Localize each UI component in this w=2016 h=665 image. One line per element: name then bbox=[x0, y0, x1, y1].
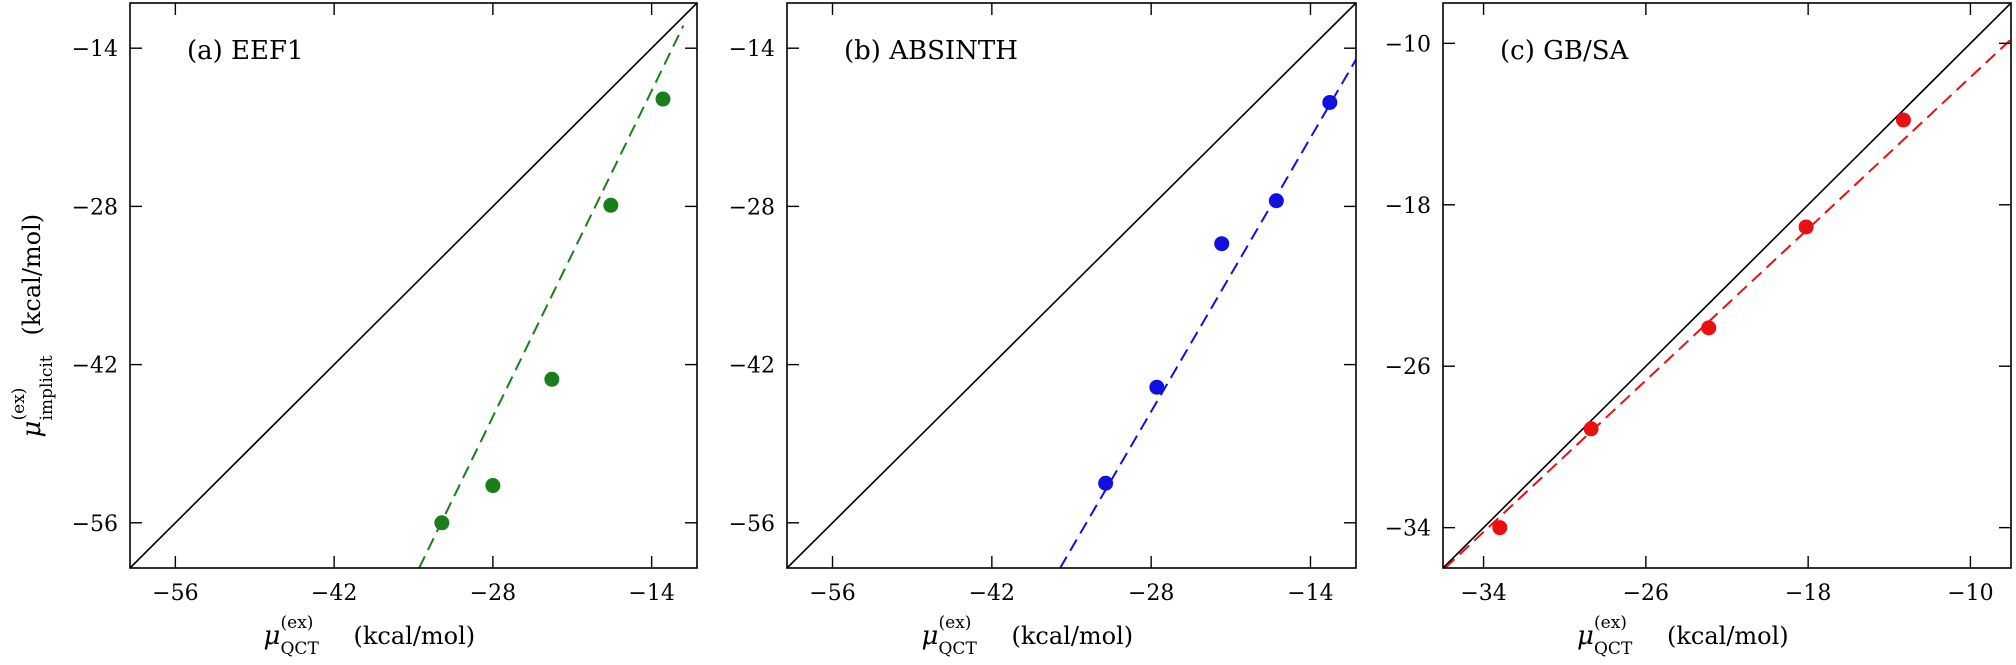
x-axis-unit: (kcal/mol) bbox=[1667, 622, 1789, 650]
identity-line bbox=[786, 2, 1357, 569]
panel-title: (a) EEF1 bbox=[187, 36, 304, 66]
plot-frame bbox=[1442, 2, 2012, 569]
x-tick-label: −34 bbox=[1460, 581, 1506, 606]
y-tick-label: −56 bbox=[729, 512, 775, 537]
data-point-3 bbox=[544, 371, 560, 387]
identity-line bbox=[1442, 2, 2012, 569]
data-point-3 bbox=[1701, 320, 1717, 336]
x-tick-label: −18 bbox=[1785, 581, 1831, 606]
x-axis-unit: (kcal/mol) bbox=[354, 622, 476, 650]
y-tick-label: −42 bbox=[729, 354, 775, 379]
data-point-4 bbox=[603, 197, 619, 213]
x-axis-superscript: (ex) bbox=[281, 613, 314, 633]
x-axis-symbol: μ bbox=[922, 621, 939, 651]
data-point-4 bbox=[1798, 219, 1814, 235]
y-tick-label: −28 bbox=[729, 195, 775, 220]
x-axis-subscript: QCT bbox=[939, 639, 978, 659]
x-tick-label: −56 bbox=[809, 581, 855, 606]
data-point-1 bbox=[1492, 520, 1508, 536]
y-tick-label: −14 bbox=[729, 37, 775, 62]
data-point-5 bbox=[1322, 94, 1338, 110]
y-tick-label: −18 bbox=[1385, 194, 1431, 219]
x-tick-label: −56 bbox=[152, 581, 198, 606]
data-point-2 bbox=[1583, 421, 1599, 437]
fit-line bbox=[418, 25, 685, 569]
x-tick-label: −42 bbox=[311, 581, 357, 606]
x-tick-label: −28 bbox=[470, 581, 516, 606]
x-axis-label: μ (ex) QCT (kcal/mol) bbox=[922, 613, 1134, 659]
fit-line bbox=[1059, 58, 1357, 569]
y-tick-label: −14 bbox=[72, 37, 118, 62]
x-axis-symbol: μ bbox=[1577, 621, 1594, 651]
x-tick-label: −26 bbox=[1623, 581, 1669, 606]
x-axis-label: μ (ex) QCT (kcal/mol) bbox=[1577, 613, 1789, 659]
data-point-2 bbox=[485, 478, 501, 494]
x-axis-unit: (kcal/mol) bbox=[1012, 622, 1134, 650]
x-tick-label: −28 bbox=[1128, 581, 1174, 606]
data-point-2 bbox=[1149, 379, 1165, 395]
y-tick-label: −26 bbox=[1385, 355, 1431, 380]
y-axis-label: μ(ex) implicit (kcal/mol) bbox=[9, 214, 57, 438]
plot-frame bbox=[129, 2, 698, 569]
y-tick-label: −34 bbox=[1385, 517, 1431, 542]
y-axis-superscript: (ex) bbox=[9, 388, 29, 421]
x-tick-label: −42 bbox=[969, 581, 1015, 606]
chart-panel-3: −34 −26 −18 −10 −10 −18 −26 −34 (c) GB/SA μ (ex) QC… bbox=[1385, 2, 2012, 659]
x-tick-label: −14 bbox=[628, 581, 674, 606]
x-axis-subscript: QCT bbox=[1594, 639, 1633, 659]
x-axis-subscript: QCT bbox=[281, 639, 320, 659]
chart-panel-2: −56 −42 −28 −14 −14 −28 −42 −56 (b) ABSINTH μ (ex)… bbox=[729, 2, 1357, 659]
x-axis-symbol: μ bbox=[264, 621, 281, 651]
y-axis-subscript: implicit bbox=[37, 355, 57, 420]
data-point-4 bbox=[1268, 193, 1284, 209]
y-tick-label: −56 bbox=[72, 512, 118, 537]
x-axis-superscript: (ex) bbox=[1594, 613, 1627, 633]
panel-title: (b) ABSINTH bbox=[844, 36, 1018, 66]
x-axis-superscript: (ex) bbox=[939, 613, 972, 633]
y-tick-label: −28 bbox=[72, 195, 118, 220]
panel-title: (c) GB/SA bbox=[1500, 36, 1630, 66]
data-point-3 bbox=[1214, 236, 1230, 252]
fit-line bbox=[1444, 38, 2012, 569]
data-point-5 bbox=[1895, 112, 1911, 128]
x-tick-label: −10 bbox=[1947, 581, 1993, 606]
y-tick-label: −10 bbox=[1385, 32, 1431, 57]
y-tick-label: −42 bbox=[72, 354, 118, 379]
y-axis-symbol: μ bbox=[17, 421, 47, 438]
plot-frame bbox=[786, 2, 1357, 569]
x-axis-label: μ (ex) QCT (kcal/mol) bbox=[264, 613, 476, 659]
x-tick-label: −14 bbox=[1287, 581, 1333, 606]
data-point-5 bbox=[655, 91, 671, 107]
y-axis-unit: (kcal/mol) bbox=[18, 214, 46, 336]
data-point-1 bbox=[1098, 475, 1114, 491]
data-point-1 bbox=[434, 515, 450, 531]
identity-line bbox=[129, 2, 698, 569]
